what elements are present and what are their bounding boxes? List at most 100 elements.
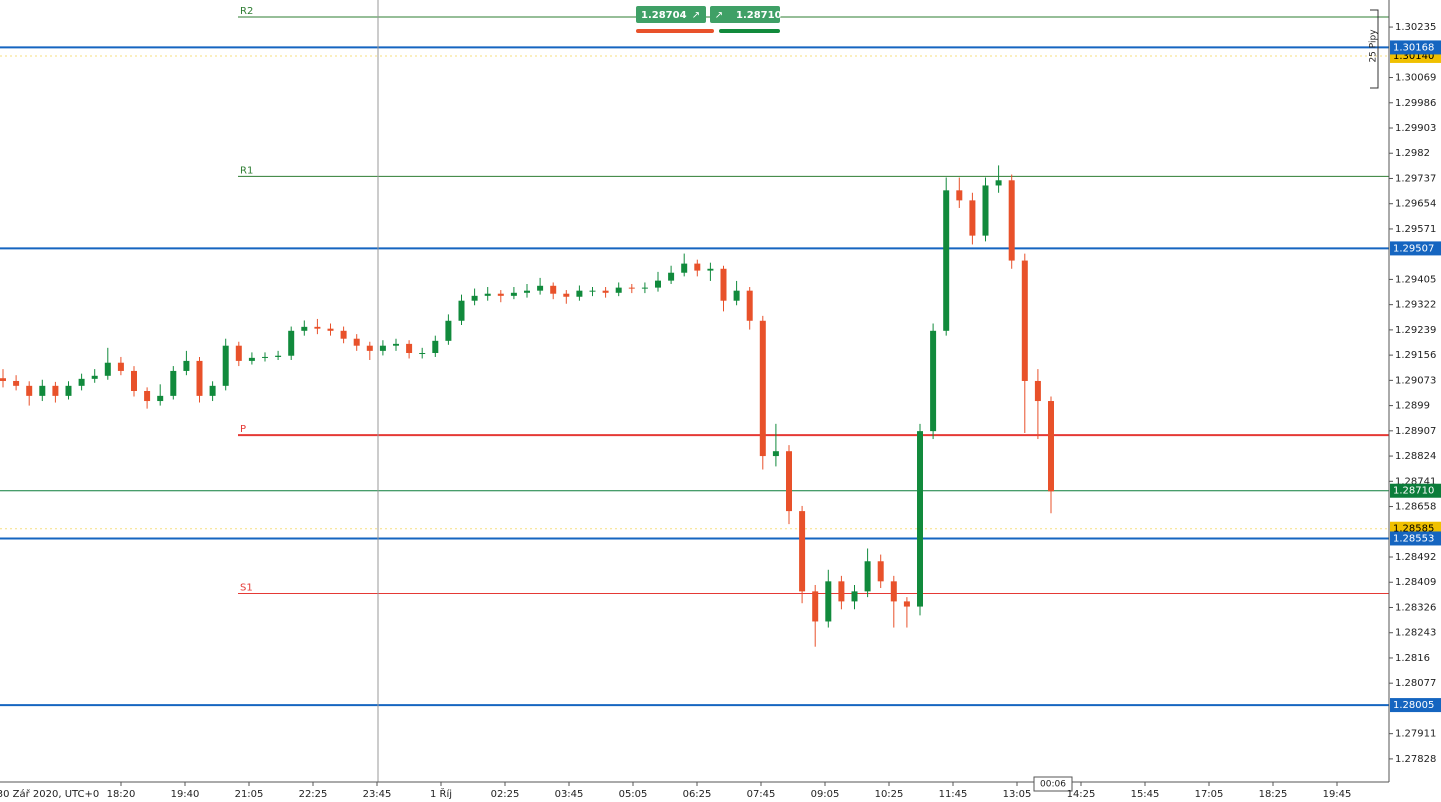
price-tag-label: 1.30140 [1393, 51, 1434, 62]
x-tick-label: 19:40 [171, 789, 200, 800]
x-tick-label: 02:25 [491, 789, 520, 800]
candle-body [52, 385, 59, 396]
candle-body [406, 343, 413, 353]
buy-icon[interactable]: ↗ [715, 10, 723, 21]
price-tag-label: 1.28553 [1393, 533, 1434, 544]
y-tick-label: 1.29405 [1395, 274, 1436, 285]
candle-body [458, 300, 465, 321]
x-tick-label: 23:45 [363, 789, 392, 800]
candle-body [432, 340, 439, 353]
candle-body [419, 352, 426, 354]
candle-body [602, 290, 609, 293]
candle-body [812, 591, 819, 622]
candle-body [890, 581, 897, 602]
candle-body [497, 293, 504, 296]
buy-box[interactable] [710, 6, 780, 23]
y-tick-label: 1.28326 [1395, 602, 1436, 613]
candle-body [484, 293, 491, 296]
cursor-time: 00:06 [1040, 780, 1066, 790]
candle-body [65, 385, 72, 396]
candle-body [393, 343, 399, 346]
x-tick-label: 10:25 [875, 789, 904, 800]
candle-body [445, 320, 452, 341]
cursor-box [1033, 776, 1073, 792]
x-tick-label: 21:05 [235, 789, 264, 800]
candle-body [720, 268, 727, 301]
candle-body [969, 200, 976, 236]
x-tick-label: 13:05 [1003, 789, 1032, 800]
x-tick-label: 1 Říj [430, 787, 452, 800]
candle-body [327, 328, 334, 331]
x-tick-label: 15:45 [1131, 789, 1160, 800]
y-tick-label: 1.28077 [1395, 678, 1436, 689]
x-tick-label: 19:45 [1323, 789, 1352, 800]
price-tag-label: 1.28710 [1393, 486, 1434, 497]
x-tick-label: 18:20 [107, 789, 136, 800]
x-tick-label: 07:45 [747, 789, 776, 800]
candle-body [0, 378, 6, 381]
candle-body [13, 380, 20, 386]
candle-body [930, 330, 937, 432]
buy-button[interactable]: ↗ 1.28710 [710, 6, 782, 23]
candle-body [91, 375, 98, 379]
candle-body [353, 338, 360, 346]
x-tick-label: 06:25 [683, 789, 712, 800]
price-tag-label: 1.28005 [1393, 700, 1434, 711]
candle-body [366, 345, 373, 351]
y-tick-label: 1.30069 [1395, 73, 1436, 84]
sell-icon[interactable]: ↗ [692, 10, 700, 21]
y-tick-label: 1.29322 [1395, 300, 1436, 311]
candle-body [903, 601, 910, 607]
x-tick-label: 17:05 [1195, 789, 1224, 800]
candle-body [1034, 380, 1041, 402]
candle-body [510, 292, 517, 296]
price-tag [1390, 483, 1441, 498]
candle-body [733, 290, 740, 301]
candle-body [982, 185, 989, 236]
pivot-label: R1 [240, 165, 253, 176]
candle-body [314, 326, 321, 329]
candle-body [275, 355, 282, 357]
x-tick-label: 22:25 [299, 789, 328, 800]
candle-body [1008, 180, 1015, 261]
candle-body [288, 330, 295, 356]
candle-body [196, 360, 203, 396]
candle-body [877, 561, 884, 582]
candle-body [144, 391, 151, 402]
candle-body [157, 395, 164, 402]
candle-body [262, 356, 268, 358]
candle-body [117, 362, 124, 371]
candle-body [668, 272, 675, 281]
y-tick-label: 1.29654 [1395, 199, 1436, 210]
candle-body [694, 263, 701, 271]
pip-ruler-label: 25 Pipy [1369, 29, 1379, 63]
y-tick-label: 1.2982 [1395, 148, 1430, 159]
x-tick-label: 14:25 [1067, 789, 1096, 800]
sell-button[interactable]: 1.28704 ↗ [636, 6, 706, 23]
x-tick-label: 03:45 [555, 789, 584, 800]
candle-body [183, 360, 190, 371]
pivot-label: R2 [240, 6, 253, 17]
candle-body [707, 268, 714, 271]
candle-body [589, 290, 596, 292]
price-tag [1390, 531, 1441, 546]
candle-body [641, 287, 648, 289]
buy-price[interactable]: 1.28710 [736, 10, 782, 21]
y-tick-label: 1.28492 [1395, 552, 1436, 563]
pivot-label: P [240, 424, 246, 435]
sell-price[interactable]: 1.28704 [641, 10, 687, 21]
candle-body [576, 290, 583, 297]
pivot-label: S1 [240, 582, 253, 593]
y-tick-label: 1.29986 [1395, 98, 1436, 109]
candle-body [78, 378, 85, 386]
candle-body [956, 190, 963, 201]
candle-body [759, 320, 766, 457]
candle-body [340, 330, 347, 339]
buy-bar [719, 29, 780, 33]
y-tick-label: 1.29737 [1395, 173, 1436, 184]
price-tag-label: 1.28585 [1393, 524, 1434, 535]
candle-body [26, 385, 33, 396]
candle-body [235, 345, 242, 361]
sell-box[interactable] [636, 6, 706, 23]
